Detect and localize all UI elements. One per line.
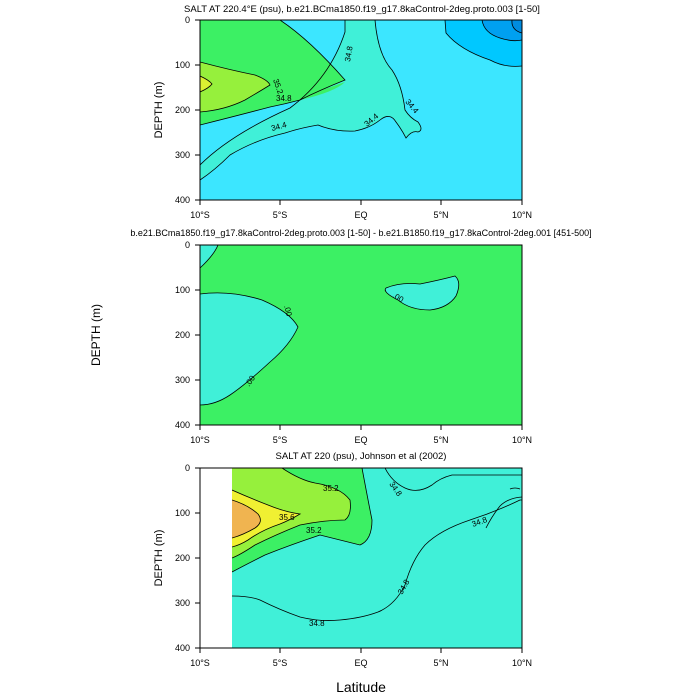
panel-2: b.e21.BCma1850.f19_g17.8kaControl-2deg.p… <box>89 228 592 445</box>
salinity-region-saltiest <box>200 76 212 92</box>
y-tick-label: 100 <box>175 60 190 70</box>
x-tick-label: 5°S <box>273 210 288 220</box>
contour-label: 35.6 <box>279 513 295 522</box>
panel-3-title: SALT AT 220 (psu), Johnson et al (2002) <box>276 451 447 462</box>
panel-1-y-axis: 0 100 200 300 400 DEPTH (m) <box>153 15 200 205</box>
panel-3-x-axis: 10°S 5°S EQ 5°N 10°N <box>190 648 532 668</box>
panel-1-title: SALT AT 220.4°E (psu), b.e21.BCma1850.f1… <box>184 4 540 15</box>
x-tick-label: 5°N <box>433 435 448 445</box>
y-tick-label: 200 <box>175 553 190 563</box>
y-tick-label: 400 <box>175 420 190 430</box>
y-axis-label: DEPTH (m) <box>153 82 165 139</box>
y-tick-label: 400 <box>175 643 190 653</box>
panel-2-contour-lines <box>200 245 460 406</box>
y-tick-label: 300 <box>175 375 190 385</box>
x-tick-label: 10°S <box>190 210 210 220</box>
x-tick-label: 10°N <box>512 658 532 668</box>
y-tick-label: 0 <box>185 463 190 473</box>
panel-1-contours: 35.2 34.8 34.8 34.4 34.4 34.4 <box>200 20 522 200</box>
panel-2-x-axis: 10°S 5°S EQ 5°N 10°N <box>190 425 532 445</box>
contour-label: .00 <box>282 304 294 318</box>
salinity-region-yellow <box>232 490 300 547</box>
panel-3: SALT AT 220 (psu), Johnson et al (2002) <box>153 451 532 668</box>
y-tick-label: 100 <box>175 285 190 295</box>
y-tick-label: 300 <box>175 598 190 608</box>
x-tick-label: 10°N <box>512 210 532 220</box>
x-tick-label: EQ <box>354 435 367 445</box>
y-tick-label: 300 <box>175 150 190 160</box>
x-tick-label: EQ <box>354 210 367 220</box>
panel-3-contours: 35.2 35.6 35.2 34.8 34.8 34.8 34.8 <box>232 468 522 648</box>
salinity-region-mid <box>200 20 421 180</box>
contour-label: 34.4 <box>270 120 288 133</box>
x-tick-label: 5°S <box>273 435 288 445</box>
difference-region-fresher <box>200 292 298 405</box>
panel-3-y-axis: 0 100 200 300 400 DEPTH (m) <box>153 463 200 653</box>
y-tick-label: 0 <box>185 240 190 250</box>
panel-1: SALT AT 220.4°E (psu), b.e21.BCma1850.f1… <box>153 4 540 220</box>
panel-3-contour-lines <box>232 468 522 621</box>
panel-1-x-axis: 10°S 5°S EQ 5°N 10°N <box>190 200 532 220</box>
y-tick-label: 0 <box>185 15 190 25</box>
contour-label: 35.2 <box>306 526 322 535</box>
y-tick-label: 200 <box>175 330 190 340</box>
x-tick-label: 10°S <box>190 658 210 668</box>
contour-label: 34.8 <box>343 45 355 62</box>
panel-2-title: b.e21.BCma1850.f19_g17.8kaControl-2deg.p… <box>130 228 591 238</box>
x-tick-label: 10°S <box>190 435 210 445</box>
panel-2-contours: .00 .00 .00 <box>200 245 522 425</box>
salinity-region-green-2 <box>200 82 345 125</box>
x-tick-label: 5°N <box>433 210 448 220</box>
salinity-region-fresh-core <box>511 20 522 33</box>
contour-label: 34.8 <box>309 619 325 628</box>
contour-label: 35.2 <box>323 484 339 493</box>
y-axis-label: DEPTH (m) <box>89 304 103 366</box>
x-tick-label: EQ <box>354 658 367 668</box>
salinity-region-orange <box>232 500 261 538</box>
panel-1-contour-lines <box>200 20 522 181</box>
y-tick-label: 100 <box>175 508 190 518</box>
y-tick-label: 200 <box>175 105 190 115</box>
y-tick-label: 400 <box>175 195 190 205</box>
difference-region-fresher-2 <box>200 245 218 268</box>
difference-region-fresher-3 <box>385 276 459 310</box>
x-tick-label: 10°N <box>512 435 532 445</box>
y-axis-label: DEPTH (m) <box>153 530 165 587</box>
x-tick-label: 5°S <box>273 658 288 668</box>
x-axis-label: Latitude <box>336 679 386 695</box>
panel-2-y-axis: 0 100 200 300 400 DEPTH (m) <box>89 240 200 430</box>
x-tick-label: 5°N <box>433 658 448 668</box>
contour-label: 34.8 <box>276 94 292 103</box>
